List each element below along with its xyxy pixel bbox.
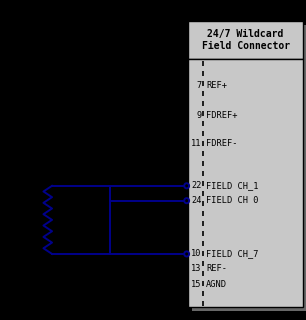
Text: REF+: REF+: [206, 81, 227, 90]
Text: 7: 7: [196, 81, 202, 90]
Text: REF-: REF-: [206, 264, 227, 273]
Text: FIELD CH 0: FIELD CH 0: [206, 196, 259, 205]
Bar: [188, 21, 303, 60]
Text: 24/7 Wildcard
Field Connector: 24/7 Wildcard Field Connector: [202, 29, 289, 51]
Text: 9: 9: [196, 111, 202, 120]
Text: AGND: AGND: [206, 280, 227, 289]
Text: FDREF+: FDREF+: [206, 111, 237, 120]
Text: FIELD CH_1: FIELD CH_1: [206, 181, 259, 190]
Text: FIELD CH_7: FIELD CH_7: [206, 249, 259, 259]
Text: 13: 13: [191, 264, 202, 273]
Bar: [188, 60, 303, 307]
Text: 11: 11: [191, 139, 202, 148]
Bar: [192, 25, 306, 311]
Text: 15: 15: [191, 280, 202, 289]
Text: 10: 10: [191, 249, 202, 259]
Text: FDREF-: FDREF-: [206, 139, 237, 148]
Text: 24: 24: [191, 196, 202, 205]
Text: 22: 22: [191, 181, 202, 190]
